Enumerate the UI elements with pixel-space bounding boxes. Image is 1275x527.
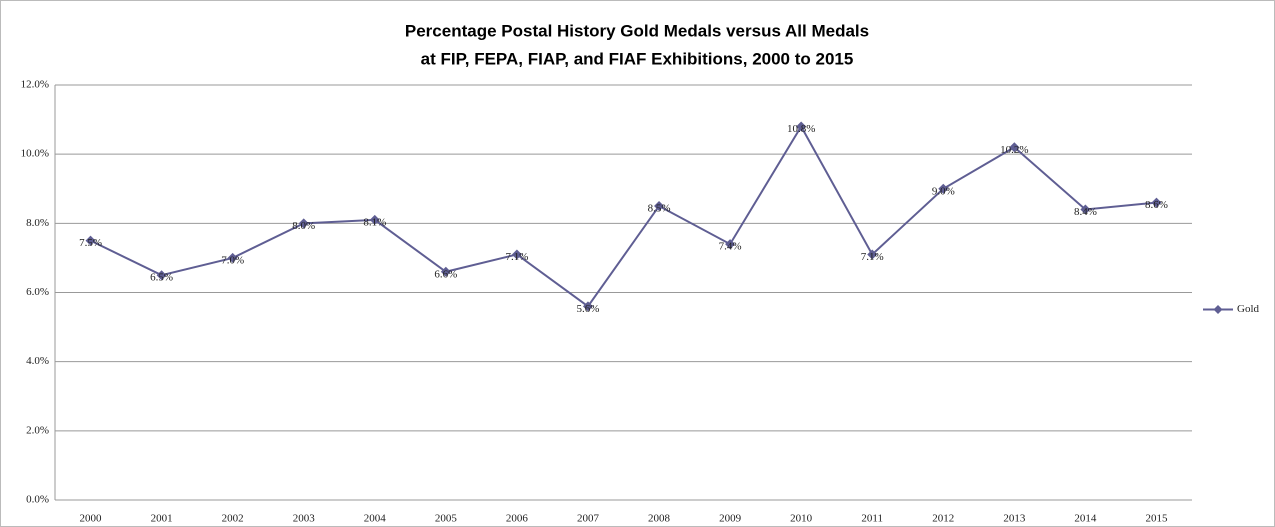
data-label: 6.5% xyxy=(150,272,173,284)
data-label: 8.1% xyxy=(363,216,386,228)
data-label: 7.1% xyxy=(861,251,884,263)
x-tick-label: 2009 xyxy=(719,513,742,525)
x-tick-label: 2007 xyxy=(577,513,600,525)
y-tick-label: 0.0% xyxy=(26,494,49,506)
series-line xyxy=(90,124,1157,308)
data-label: 8.5% xyxy=(648,203,671,215)
data-point xyxy=(796,121,807,132)
y-tick-label: 2.0% xyxy=(26,424,49,436)
data-point xyxy=(582,301,593,312)
data-point xyxy=(227,252,238,263)
chart-subtitle: at FIP, FEPA, FIAP, and FIAF Exhibitions… xyxy=(421,49,854,68)
data-label: 7.1% xyxy=(505,251,528,263)
x-tick-label: 2004 xyxy=(364,513,387,525)
y-tick-label: 12.0% xyxy=(21,79,49,91)
data-point xyxy=(725,239,736,250)
x-tick-label: 2003 xyxy=(293,513,316,525)
x-tick-label: 2008 xyxy=(648,513,671,525)
data-label: 10.8% xyxy=(787,123,815,135)
y-tick-label: 6.0% xyxy=(26,286,49,298)
legend-label: Gold xyxy=(1237,303,1260,315)
x-tick-label: 2012 xyxy=(932,513,954,525)
data-point xyxy=(369,214,380,225)
data-label: 9.0% xyxy=(932,185,955,197)
legend-marker xyxy=(1213,305,1223,314)
data-point xyxy=(85,235,96,246)
data-label: 7.4% xyxy=(719,241,742,253)
data-label: 8.0% xyxy=(292,220,315,232)
data-label: 6.6% xyxy=(434,268,457,280)
x-tick-label: 2001 xyxy=(151,513,173,525)
x-tick-label: 2014 xyxy=(1074,513,1097,525)
data-label: 8.4% xyxy=(1074,206,1097,218)
data-point xyxy=(1151,197,1162,208)
data-point xyxy=(511,249,522,260)
data-point xyxy=(867,249,878,260)
y-tick-label: 10.0% xyxy=(21,148,49,160)
data-label: 10.2% xyxy=(1000,144,1028,156)
data-point xyxy=(156,270,167,281)
x-tick-label: 2015 xyxy=(1145,513,1168,525)
x-tick-label: 2005 xyxy=(435,513,458,525)
data-point xyxy=(1080,204,1091,215)
data-label: 5.6% xyxy=(577,303,600,315)
data-point xyxy=(938,183,949,194)
chart-title: Percentage Postal History Gold Medals ve… xyxy=(405,21,869,40)
x-tick-label: 2006 xyxy=(506,513,529,525)
x-tick-label: 2002 xyxy=(222,513,244,525)
x-tick-label: 2000 xyxy=(80,513,103,525)
data-point xyxy=(298,218,309,229)
x-tick-label: 2013 xyxy=(1003,513,1026,525)
x-tick-label: 2011 xyxy=(861,513,883,525)
data-point xyxy=(1009,142,1020,153)
y-tick-label: 8.0% xyxy=(26,217,49,229)
data-point xyxy=(654,201,665,212)
data-label: 7.5% xyxy=(79,237,102,249)
y-tick-label: 4.0% xyxy=(26,355,49,367)
data-point xyxy=(440,266,451,277)
data-label: 8.6% xyxy=(1145,199,1168,211)
x-tick-label: 2010 xyxy=(790,513,813,525)
data-label: 7.0% xyxy=(221,254,244,266)
